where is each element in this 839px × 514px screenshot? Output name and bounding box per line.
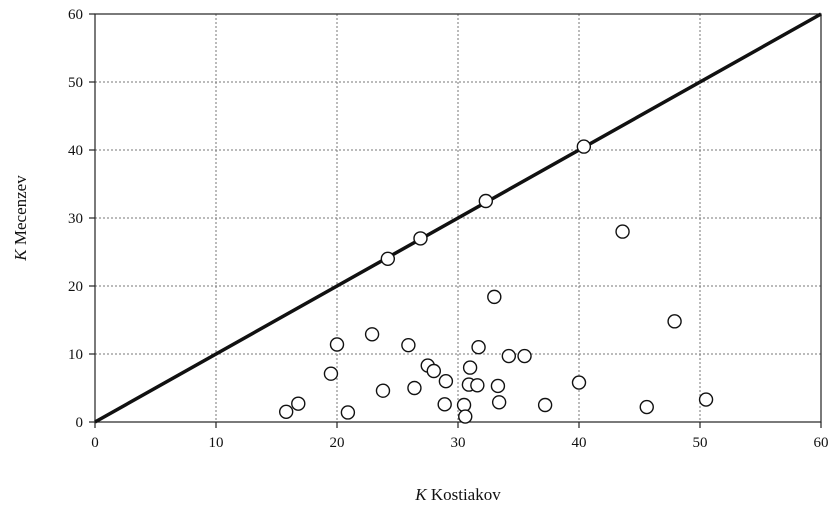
data-point (571, 375, 587, 390)
data-point (323, 366, 339, 381)
data-point (576, 139, 592, 154)
data-point (490, 378, 506, 394)
data-point (413, 231, 428, 246)
data-point (537, 397, 553, 413)
y-axis-title-rest: Mecenzev (11, 175, 30, 250)
data-point (471, 340, 486, 355)
data-point (340, 405, 356, 420)
x-axis-title-var: K (414, 485, 428, 504)
data-point (380, 251, 396, 266)
y-tick-label: 50 (68, 75, 83, 91)
data-point (615, 224, 630, 239)
identity-line (94, 12, 822, 424)
x-tick-label: 60 (814, 435, 829, 451)
data-point (438, 374, 454, 389)
data-point (667, 314, 682, 329)
x-axis-title: K Kostiakov (414, 485, 501, 504)
axis-ticks: 0 10 20 30 40 50 60 0 10 20 30 40 50 60 (68, 7, 829, 451)
data-point (291, 396, 306, 411)
data-point (401, 337, 416, 353)
data-point (501, 348, 517, 364)
y-tick-label: 60 (68, 7, 83, 23)
data-point (426, 363, 441, 379)
data-point (517, 348, 532, 364)
data-point (407, 380, 422, 396)
data-point (364, 327, 380, 342)
x-tick-label: 20 (330, 435, 345, 451)
y-axis-title-var: K (11, 248, 30, 262)
x-tick-label: 50 (693, 435, 708, 451)
y-tick-label: 10 (68, 347, 83, 363)
x-tick-label: 40 (572, 435, 587, 451)
x-axis-title-rest: Kostiakov (427, 485, 502, 504)
data-point (639, 399, 654, 415)
y-axis-title: K Mecenzev (11, 175, 30, 262)
y-tick-label: 0 (76, 415, 84, 431)
data-point (478, 193, 494, 209)
data-point (437, 397, 452, 412)
x-tick-label: 0 (91, 435, 99, 451)
x-tick-label: 30 (451, 435, 466, 451)
x-tick-label: 10 (209, 435, 224, 451)
data-point (470, 378, 485, 393)
data-point (491, 395, 507, 410)
data-point (698, 392, 714, 407)
data-points (278, 139, 714, 424)
y-tick-label: 30 (68, 211, 83, 227)
y-tick-label: 40 (68, 143, 83, 159)
data-point (487, 289, 502, 305)
data-point (278, 404, 294, 419)
data-point (458, 409, 473, 424)
data-point (462, 360, 478, 375)
data-point (375, 383, 391, 398)
y-tick-label: 20 (68, 279, 83, 295)
data-point (329, 337, 345, 352)
